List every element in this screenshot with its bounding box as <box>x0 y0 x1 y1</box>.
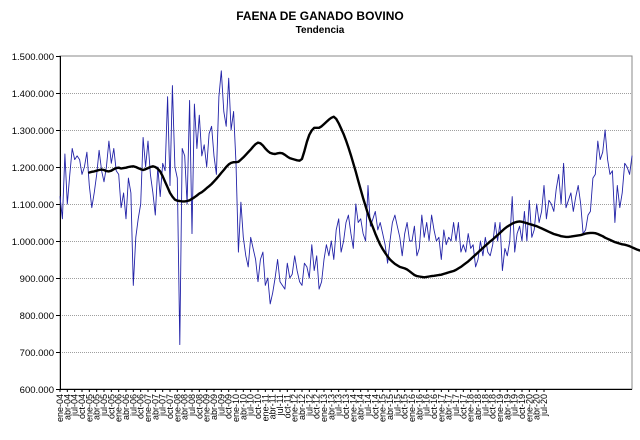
y-tick-label: 1.500.000 <box>12 52 54 63</box>
x-tick-label: abr-04 <box>62 394 72 420</box>
y-tick-label: 900.000 <box>20 274 54 285</box>
x-tick-label: ene-12 <box>290 394 300 422</box>
x-tick-label: abr-05 <box>92 394 102 420</box>
x-tick-label: abr-14 <box>356 394 366 420</box>
x-tick-label: jul-12 <box>304 394 314 417</box>
x-tick-label: jul-18 <box>480 394 490 417</box>
x-tick-label: ene-08 <box>172 394 182 422</box>
x-tick-label: jul-05 <box>99 394 109 417</box>
x-tick-label: abr-11 <box>268 394 278 419</box>
x-tick-label: jul-20 <box>539 394 549 417</box>
x-tick-label: ene-04 <box>55 394 65 422</box>
x-tick-label: oct-06 <box>136 394 146 419</box>
y-tick-label: 600.000 <box>20 385 54 396</box>
x-tick-label: abr-13 <box>326 394 336 420</box>
y-tick-label: 1.000.000 <box>12 237 54 248</box>
x-tick-label: ene-16 <box>407 394 417 422</box>
x-tick-label: ene-18 <box>466 394 476 422</box>
x-tick-label: abr-07 <box>150 394 160 420</box>
x-tick-label: ene-20 <box>524 394 534 422</box>
x-tick-label: jul-10 <box>246 394 256 417</box>
x-tick-label: abr-10 <box>238 394 248 420</box>
x-tick-label: jul-04 <box>70 394 80 417</box>
x-tick-label: jul-13 <box>334 394 344 417</box>
y-tick-label: 1.100.000 <box>12 200 54 211</box>
x-tick-label: oct-18 <box>488 394 498 419</box>
series-line-trend <box>88 115 640 279</box>
x-tick-label: abr-06 <box>121 394 131 420</box>
x-tick-label: oct-16 <box>429 394 439 419</box>
x-tick-label: oct-17 <box>458 394 468 419</box>
y-tick-label: 1.200.000 <box>12 163 54 174</box>
x-tick-label: abr-08 <box>180 394 190 420</box>
x-tick-label: abr-20 <box>532 394 542 420</box>
x-tick-label: oct-14 <box>370 394 380 419</box>
x-tick-label: abr-12 <box>297 394 307 420</box>
x-tick-label: oct-08 <box>194 394 204 419</box>
x-tick-label: ene-05 <box>84 394 94 422</box>
x-tick-label: ene-17 <box>436 394 446 422</box>
x-tick-label: jul-09 <box>216 394 226 417</box>
x-tick-label: ene-19 <box>495 394 505 422</box>
x-tick-label: oct-09 <box>224 394 234 419</box>
x-tick-label: jul-17 <box>451 394 461 417</box>
y-tick-label: 700.000 <box>20 348 54 359</box>
x-tick-label: jul-16 <box>422 394 432 417</box>
x-tick-label: abr-18 <box>473 394 483 420</box>
x-tick-label: oct-12 <box>312 394 322 419</box>
x-tick-label: jul-07 <box>158 394 168 417</box>
x-tick-label: ene-15 <box>378 394 388 422</box>
x-tick-label: jul-11 <box>275 394 285 416</box>
x-tick-label: oct-11 <box>282 394 292 418</box>
chart-title: FAENA DE GANADO BOVINO <box>236 9 404 23</box>
x-tick-label: jul-14 <box>363 394 373 417</box>
chart-subtitle: Tendencia <box>295 25 345 36</box>
y-tick-label: 1.400.000 <box>12 89 54 100</box>
x-tick-label: ene-11 <box>260 394 270 421</box>
x-tick-label: abr-09 <box>209 394 219 420</box>
x-tick-label: abr-19 <box>502 394 512 420</box>
x-tick-label: jul-19 <box>510 394 520 417</box>
x-tick-label: ene-10 <box>231 394 241 422</box>
y-tick-label: 1.300.000 <box>12 126 54 137</box>
x-tick-label: oct-15 <box>400 394 410 419</box>
x-tick-label: ene-14 <box>348 394 358 422</box>
x-tick-label: oct-19 <box>517 394 527 419</box>
series-line-monthly <box>59 70 633 346</box>
x-tick-label: abr-17 <box>444 394 454 420</box>
x-tick-label: oct-07 <box>165 394 175 419</box>
x-tick-label: oct-10 <box>253 394 263 419</box>
x-tick-label: oct-13 <box>341 394 351 419</box>
x-tick-label: oct-04 <box>77 394 87 419</box>
x-tick-label: jul-08 <box>187 394 197 417</box>
x-tick-label: abr-16 <box>414 394 424 420</box>
x-tick-label: ene-09 <box>202 394 212 422</box>
y-tick-label: 800.000 <box>20 311 54 322</box>
x-tick-label: oct-05 <box>106 394 116 419</box>
x-tick-label: jul-15 <box>392 394 402 417</box>
x-tick-label: jul-06 <box>128 394 138 417</box>
x-tick-label: ene-07 <box>143 394 153 422</box>
x-tick-label: abr-15 <box>385 394 395 420</box>
x-tick-label: ene-06 <box>114 394 124 422</box>
x-tick-label: ene-13 <box>319 394 329 422</box>
